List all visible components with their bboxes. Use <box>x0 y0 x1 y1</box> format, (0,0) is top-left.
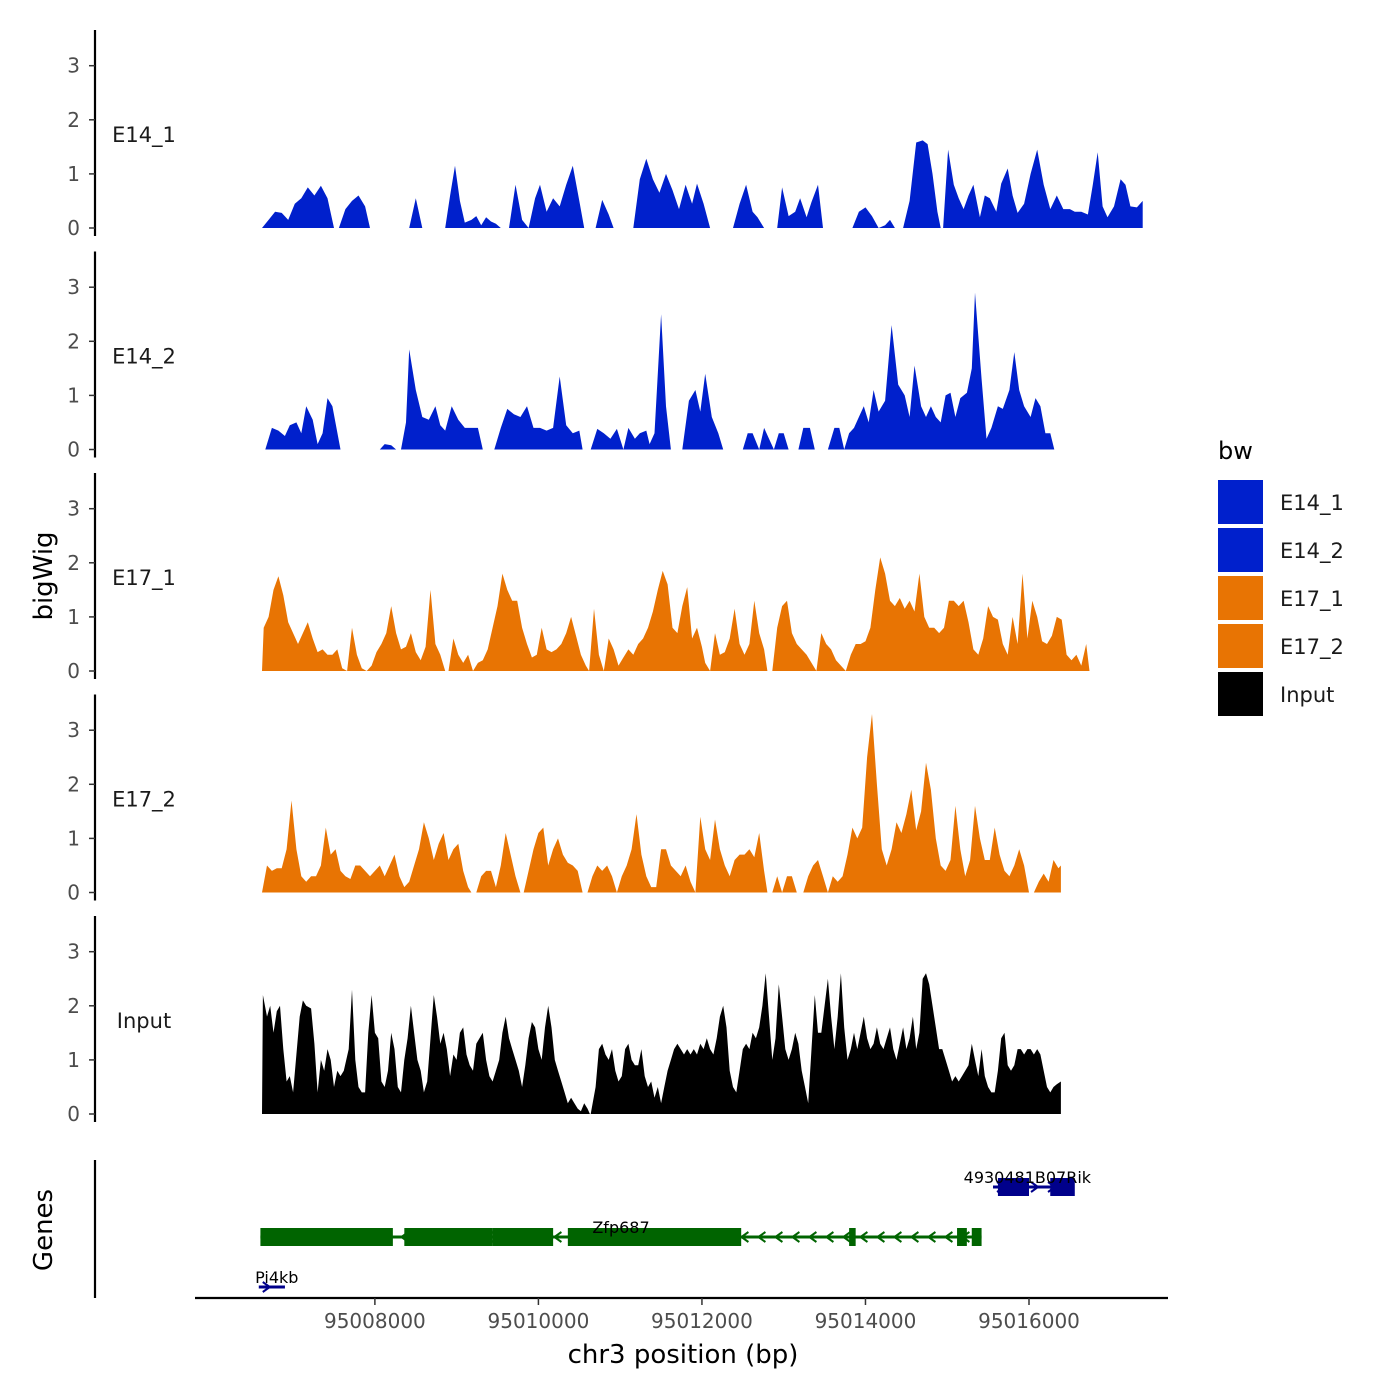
x-tick-label: 95014000 <box>815 1309 917 1333</box>
signal-area-E17_2 <box>262 714 1061 893</box>
strand-arrow <box>552 1231 562 1243</box>
track-label-E14_1: E14_1 <box>112 123 176 148</box>
track-Input: 0 1 2 3 Input <box>67 916 1061 1126</box>
legend-label-E14_1: E14_1 <box>1280 491 1344 516</box>
x-tick-label: 95016000 <box>978 1309 1080 1333</box>
y-tick-label: 2 <box>67 994 80 1018</box>
y-tick-label: 3 <box>67 940 80 964</box>
legend-label-E17_1: E17_1 <box>1280 587 1344 612</box>
track-E17_1: 0 1 2 3 E17_1 <box>67 473 1090 683</box>
strand-arrow <box>926 1231 936 1243</box>
y-tick-label: 2 <box>67 329 80 353</box>
gene-Pi4kb: Pi4kb <box>255 1268 298 1293</box>
y-tick-label: 1 <box>67 383 80 407</box>
legend-key-E17_1 <box>1218 576 1263 620</box>
strand-arrow <box>807 1231 817 1243</box>
y-tick-label: 0 <box>67 1102 80 1126</box>
gene-exon <box>997 1178 1029 1196</box>
strand-arrow <box>262 1281 272 1293</box>
y-tick-label: 1 <box>67 1048 80 1072</box>
x-tick-label: 95010000 <box>488 1309 590 1333</box>
strand-arrow <box>790 1231 800 1243</box>
strand-arrow <box>875 1231 885 1243</box>
track-label-E14_2: E14_2 <box>112 344 176 369</box>
strand-arrow <box>1030 1181 1040 1193</box>
x-tick-label: 95008000 <box>324 1309 426 1333</box>
y-tick-label: 3 <box>67 275 80 299</box>
tracks-layer: 0 1 2 3 E14_1 0 1 2 3 E14_2 0 1 2 3 E17_1 0 1 2 3 E17_2 0 1 2 3… <box>67 30 1143 1126</box>
strand-arrow <box>943 1231 953 1243</box>
y-tick-label: 0 <box>67 438 80 462</box>
gene-Zfp687: Zfp687 <box>260 1218 982 1246</box>
legend-title: bw <box>1218 437 1253 465</box>
y-tick-label: 1 <box>67 605 80 629</box>
gene-label-Zfp687: Zfp687 <box>592 1218 649 1237</box>
track-E14_1: 0 1 2 3 E14_1 <box>67 30 1143 240</box>
y-tick-label: 3 <box>67 718 80 742</box>
strand-arrow <box>773 1231 783 1243</box>
strand-arrow <box>824 1231 834 1243</box>
track-label-Input: Input <box>117 1009 171 1033</box>
legend-label-Input: Input <box>1280 683 1334 707</box>
y-tick-label: 0 <box>67 216 80 240</box>
gene-exon <box>404 1228 493 1246</box>
track-label-E17_1: E17_1 <box>112 566 176 591</box>
signal-area-E14_2 <box>265 292 1055 450</box>
gene-exon <box>260 1228 393 1246</box>
strand-arrow <box>756 1231 766 1243</box>
y-tick-label: 1 <box>67 162 80 186</box>
strand-arrow <box>841 1231 851 1243</box>
strand-arrow <box>739 1231 749 1243</box>
x-axis: 95008000 95010000 95012000 95014000 95016000 <box>195 1296 1168 1333</box>
genes-layer: 4930481B07Rik Zfp687 Pi4kb <box>93 1160 1092 1298</box>
signal-area-E17_1 <box>262 557 1090 671</box>
track-E14_2: 0 1 2 3 E14_2 <box>67 251 1055 462</box>
x-axis-title: chr3 position (bp) <box>568 1340 799 1370</box>
y-tick-label: 0 <box>67 881 80 905</box>
gene-4930481B07Rik: 4930481B07Rik <box>964 1168 1092 1196</box>
signal-area-E14_1 <box>262 140 1143 228</box>
gene-exon <box>492 1228 554 1246</box>
gene-exon <box>1050 1178 1075 1196</box>
gene-label-Pi4kb: Pi4kb <box>255 1268 298 1287</box>
track-E17_2: 0 1 2 3 E17_2 <box>67 694 1061 905</box>
y-tick-label: 1 <box>67 826 80 850</box>
gene-exon <box>849 1228 856 1246</box>
legend-label-E17_2: E17_2 <box>1280 635 1344 660</box>
y-tick-label: 2 <box>67 772 80 796</box>
y-tick-label: 2 <box>67 108 80 132</box>
legend: bw E14_1 E14_2 E17_1 E17_2 Input <box>1218 437 1344 716</box>
gene-exon <box>567 1228 742 1246</box>
y-axis-title: bigWig <box>29 531 59 620</box>
strand-arrow <box>909 1231 919 1243</box>
y-tick-label: 3 <box>67 54 80 78</box>
gene-label-4930481B07Rik: 4930481B07Rik <box>964 1168 1092 1187</box>
legend-key-E14_1 <box>1218 480 1263 524</box>
y-tick-label: 2 <box>67 551 80 575</box>
strand-arrow <box>892 1231 902 1243</box>
track-label-E17_2: E17_2 <box>112 787 176 812</box>
y-tick-label: 0 <box>67 659 80 683</box>
genes-axis-title: Genes <box>29 1189 59 1271</box>
signal-area-Input <box>262 973 1061 1114</box>
strand-arrow <box>858 1231 868 1243</box>
x-tick-label: 95012000 <box>651 1309 753 1333</box>
legend-key-Input <box>1218 672 1263 716</box>
legend-key-E14_2 <box>1218 528 1263 572</box>
gene-exon <box>971 1228 982 1246</box>
y-tick-label: 3 <box>67 497 80 521</box>
legend-label-E14_2: E14_2 <box>1280 539 1344 564</box>
legend-key-E17_2 <box>1218 624 1263 668</box>
gene-exon <box>957 1228 967 1246</box>
